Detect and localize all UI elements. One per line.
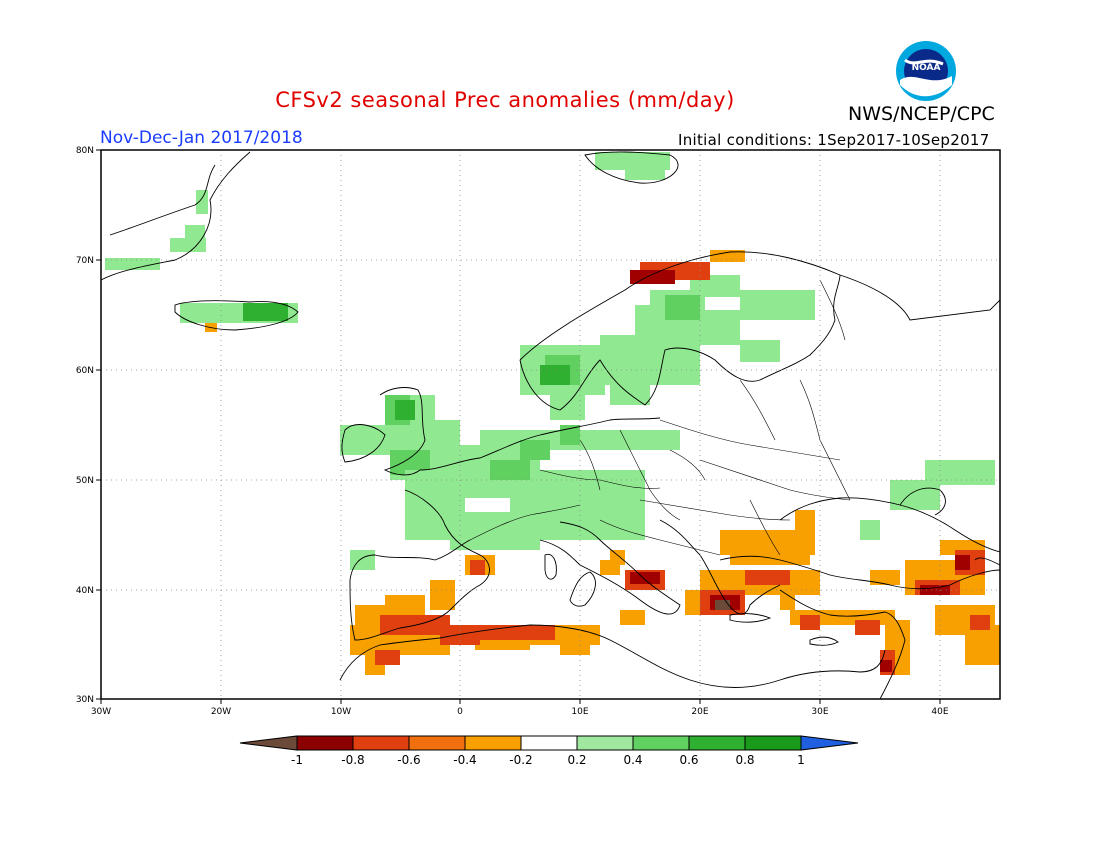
colorbar-swatch [520, 735, 578, 751]
logo-text: NOAA [912, 63, 941, 73]
colorbar-label: 0.2 [567, 753, 586, 767]
colorbar-over-arrow [800, 735, 859, 751]
lat-label: 70N [76, 256, 94, 266]
lon-label: 10E [571, 707, 588, 717]
initial-conditions-label: Initial conditions: 1Sep2017-10Sep2017 [678, 131, 990, 149]
lon-label: 30E [811, 707, 828, 717]
colorbar-swatch [632, 735, 690, 751]
lon-label: 10W [331, 707, 351, 717]
lat-tick-labels: 80N 70N 60N 50N 40N 30N [76, 146, 94, 705]
lat-label: 40N [76, 586, 94, 596]
borders [469, 279, 851, 556]
colorbar-swatch [464, 735, 522, 751]
colorbar-label: 0.8 [735, 753, 754, 767]
tick-marks [96, 149, 941, 704]
lon-label: 20W [211, 707, 231, 717]
colorbar-swatch [576, 735, 634, 751]
colorbar-label: -0.2 [509, 753, 532, 767]
lat-label: 50N [76, 476, 94, 486]
lat-label: 30N [76, 695, 94, 705]
org-label: NWS/NCEP/CPC [848, 103, 995, 125]
lat-label: 60N [76, 366, 94, 376]
colorbar-label: -0.6 [397, 753, 420, 767]
colorbar-label: 0.6 [679, 753, 698, 767]
period-label: Nov-Dec-Jan 2017/2018 [100, 128, 303, 148]
colorbar-label: -0.8 [341, 753, 364, 767]
colorbar-label: -0.4 [453, 753, 476, 767]
colorbar-under-arrow [239, 735, 298, 751]
lon-label: 0 [457, 707, 463, 717]
lon-tick-labels: 30W 20W 10W 0 10E 20E 30E 40E [91, 707, 949, 717]
noaa-logo: NOAA [896, 41, 956, 101]
colorbar-swatch [296, 735, 354, 751]
lon-label: 40E [931, 707, 948, 717]
map-frame [100, 149, 1001, 700]
colorbar: -1 -0.8 -0.6 -0.4 -0.2 0.2 0.4 0.6 0.8 1 [239, 735, 859, 767]
colorbar-swatch [408, 735, 466, 751]
coastlines [101, 151, 1000, 699]
map-background [101, 150, 1000, 699]
lon-label: 20E [691, 707, 708, 717]
colorbar-swatch [688, 735, 746, 751]
colorbar-swatch [744, 735, 802, 751]
colorbar-swatch [352, 735, 410, 751]
colorbar-label: -1 [291, 753, 303, 767]
lon-label: 30W [91, 707, 111, 717]
chart-title: CFSv2 seasonal Prec anomalies (mm/day) [275, 88, 735, 112]
colorbar-label: 1 [797, 753, 805, 767]
colorbar-label: 0.4 [623, 753, 642, 767]
lat-label: 80N [76, 146, 94, 156]
